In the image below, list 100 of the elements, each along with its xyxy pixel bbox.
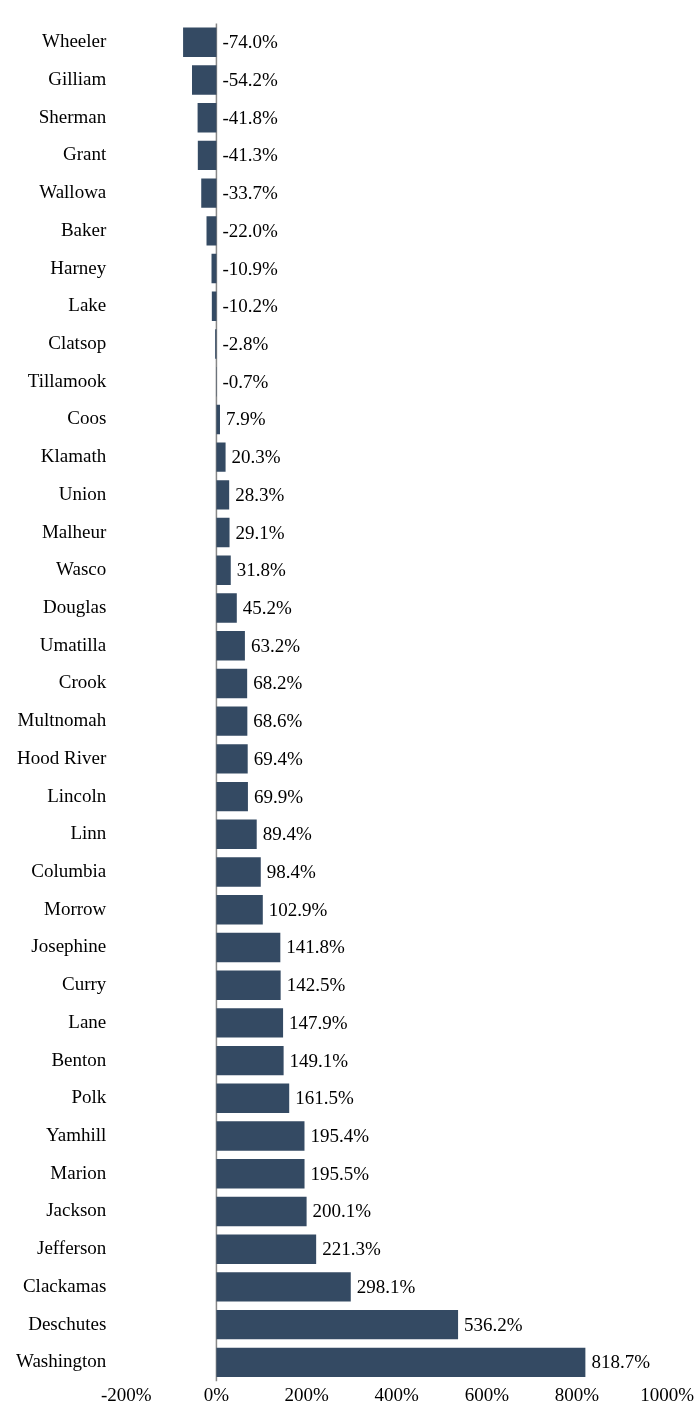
data-label: 161.5% (295, 1087, 354, 1109)
y-tick-label: Washington (16, 1350, 107, 1372)
bar (192, 65, 217, 95)
y-tick-label: Tillamook (27, 369, 107, 391)
bar (216, 895, 263, 925)
data-label: 29.1% (235, 521, 285, 543)
y-tick-label: Harney (50, 256, 107, 278)
bar (197, 102, 217, 133)
y-tick-label: Jackson (46, 1199, 107, 1221)
bar (216, 706, 248, 736)
y-tick-label: Wheeler (41, 30, 107, 52)
bar (183, 27, 217, 57)
bar (216, 1234, 317, 1264)
bar (216, 1045, 284, 1076)
data-label: -41.3% (222, 144, 279, 166)
y-tick-label: Marion (50, 1161, 107, 1183)
x-tick-label: 0% (203, 1383, 230, 1405)
data-label: -22.0% (222, 219, 279, 241)
bar (216, 668, 248, 699)
y-tick-label: Curry (61, 973, 107, 995)
data-label: -41.8% (222, 106, 279, 128)
y-tick-label: Clatsop (48, 331, 107, 353)
data-label: 31.8% (236, 559, 287, 581)
bar (216, 819, 257, 850)
data-label: -10.9% (222, 257, 279, 279)
y-tick-label: Wasco (56, 558, 107, 580)
y-tick-label: Multnomah (17, 709, 107, 731)
y-tick-label: Columbia (31, 860, 107, 882)
data-label: 195.4% (310, 1125, 370, 1147)
data-label: 147.9% (289, 1011, 348, 1033)
y-tick-label: Klamath (40, 445, 107, 467)
bar (216, 970, 281, 1000)
x-tick-label: 600% (464, 1383, 510, 1405)
bar (216, 1347, 586, 1378)
bar (201, 178, 217, 208)
data-label: -54.2% (222, 68, 279, 90)
y-tick-label: Clackamas (22, 1274, 107, 1296)
y-tick-label: Morrow (44, 897, 107, 919)
x-tick-label: 400% (374, 1383, 420, 1405)
data-label: 69.4% (253, 747, 303, 769)
data-label: 20.3% (231, 446, 281, 468)
y-tick-label: Deschutes (28, 1312, 107, 1334)
bar (216, 593, 237, 623)
data-label: 141.8% (286, 936, 346, 958)
y-tick-label: Jefferson (37, 1237, 107, 1259)
bar (216, 1272, 351, 1302)
bar (206, 216, 217, 246)
y-tick-label: Gilliam (48, 67, 107, 89)
data-label: 63.2% (250, 634, 301, 656)
x-tick-label: -200% (100, 1383, 152, 1405)
y-tick-label: Josephine (31, 935, 107, 957)
data-label: 102.9% (268, 898, 328, 920)
bar (216, 517, 230, 548)
data-label: -33.7% (222, 182, 279, 204)
bar (197, 140, 217, 171)
x-tick-label: 200% (284, 1383, 329, 1405)
bar (216, 1309, 459, 1340)
y-tick-label: Crook (58, 671, 107, 693)
bar (216, 1159, 305, 1189)
y-tick-label: Baker (60, 218, 107, 240)
y-tick-label: Benton (51, 1048, 107, 1070)
y-tick-label: Lincoln (47, 784, 107, 806)
y-tick-label: Coos (67, 407, 107, 429)
bar (216, 1008, 284, 1038)
bar (216, 932, 281, 963)
bar (216, 1196, 307, 1227)
data-label: 89.4% (262, 823, 312, 845)
y-tick-label: Linn (70, 822, 107, 844)
bar (216, 404, 220, 435)
data-label: 298.1% (356, 1275, 416, 1297)
y-tick-label: Hood River (17, 746, 107, 768)
data-label: 200.1% (312, 1200, 372, 1222)
y-tick-label: Yamhill (45, 1124, 107, 1146)
bar (216, 744, 248, 774)
y-tick-label: Wallowa (39, 181, 107, 203)
bar (216, 631, 245, 661)
data-label: 68.6% (253, 710, 303, 732)
bar (216, 1121, 305, 1151)
data-label: 536.2% (464, 1313, 523, 1335)
data-label: 818.7% (591, 1351, 651, 1373)
data-label: 142.5% (286, 974, 346, 996)
x-tick-label: 1000% (640, 1383, 695, 1405)
y-tick-label: Polk (71, 1086, 107, 1108)
y-tick-label: Lake (68, 294, 107, 316)
bar (216, 857, 261, 887)
bar (216, 1083, 290, 1114)
y-tick-label: Grant (63, 143, 108, 165)
bar (216, 480, 230, 510)
bar (216, 781, 248, 812)
y-tick-label: Malheur (41, 520, 107, 542)
data-label: 45.2% (242, 596, 293, 618)
data-label: 98.4% (266, 861, 317, 883)
data-label: -10.2% (222, 295, 279, 317)
data-label: -2.8% (222, 332, 269, 354)
bar (216, 442, 226, 472)
data-label: 69.9% (253, 785, 304, 807)
x-tick-label: 800% (554, 1383, 600, 1405)
data-label: 68.2% (253, 672, 303, 694)
y-tick-label: Lane (68, 1010, 107, 1032)
data-label: 28.3% (235, 483, 285, 505)
